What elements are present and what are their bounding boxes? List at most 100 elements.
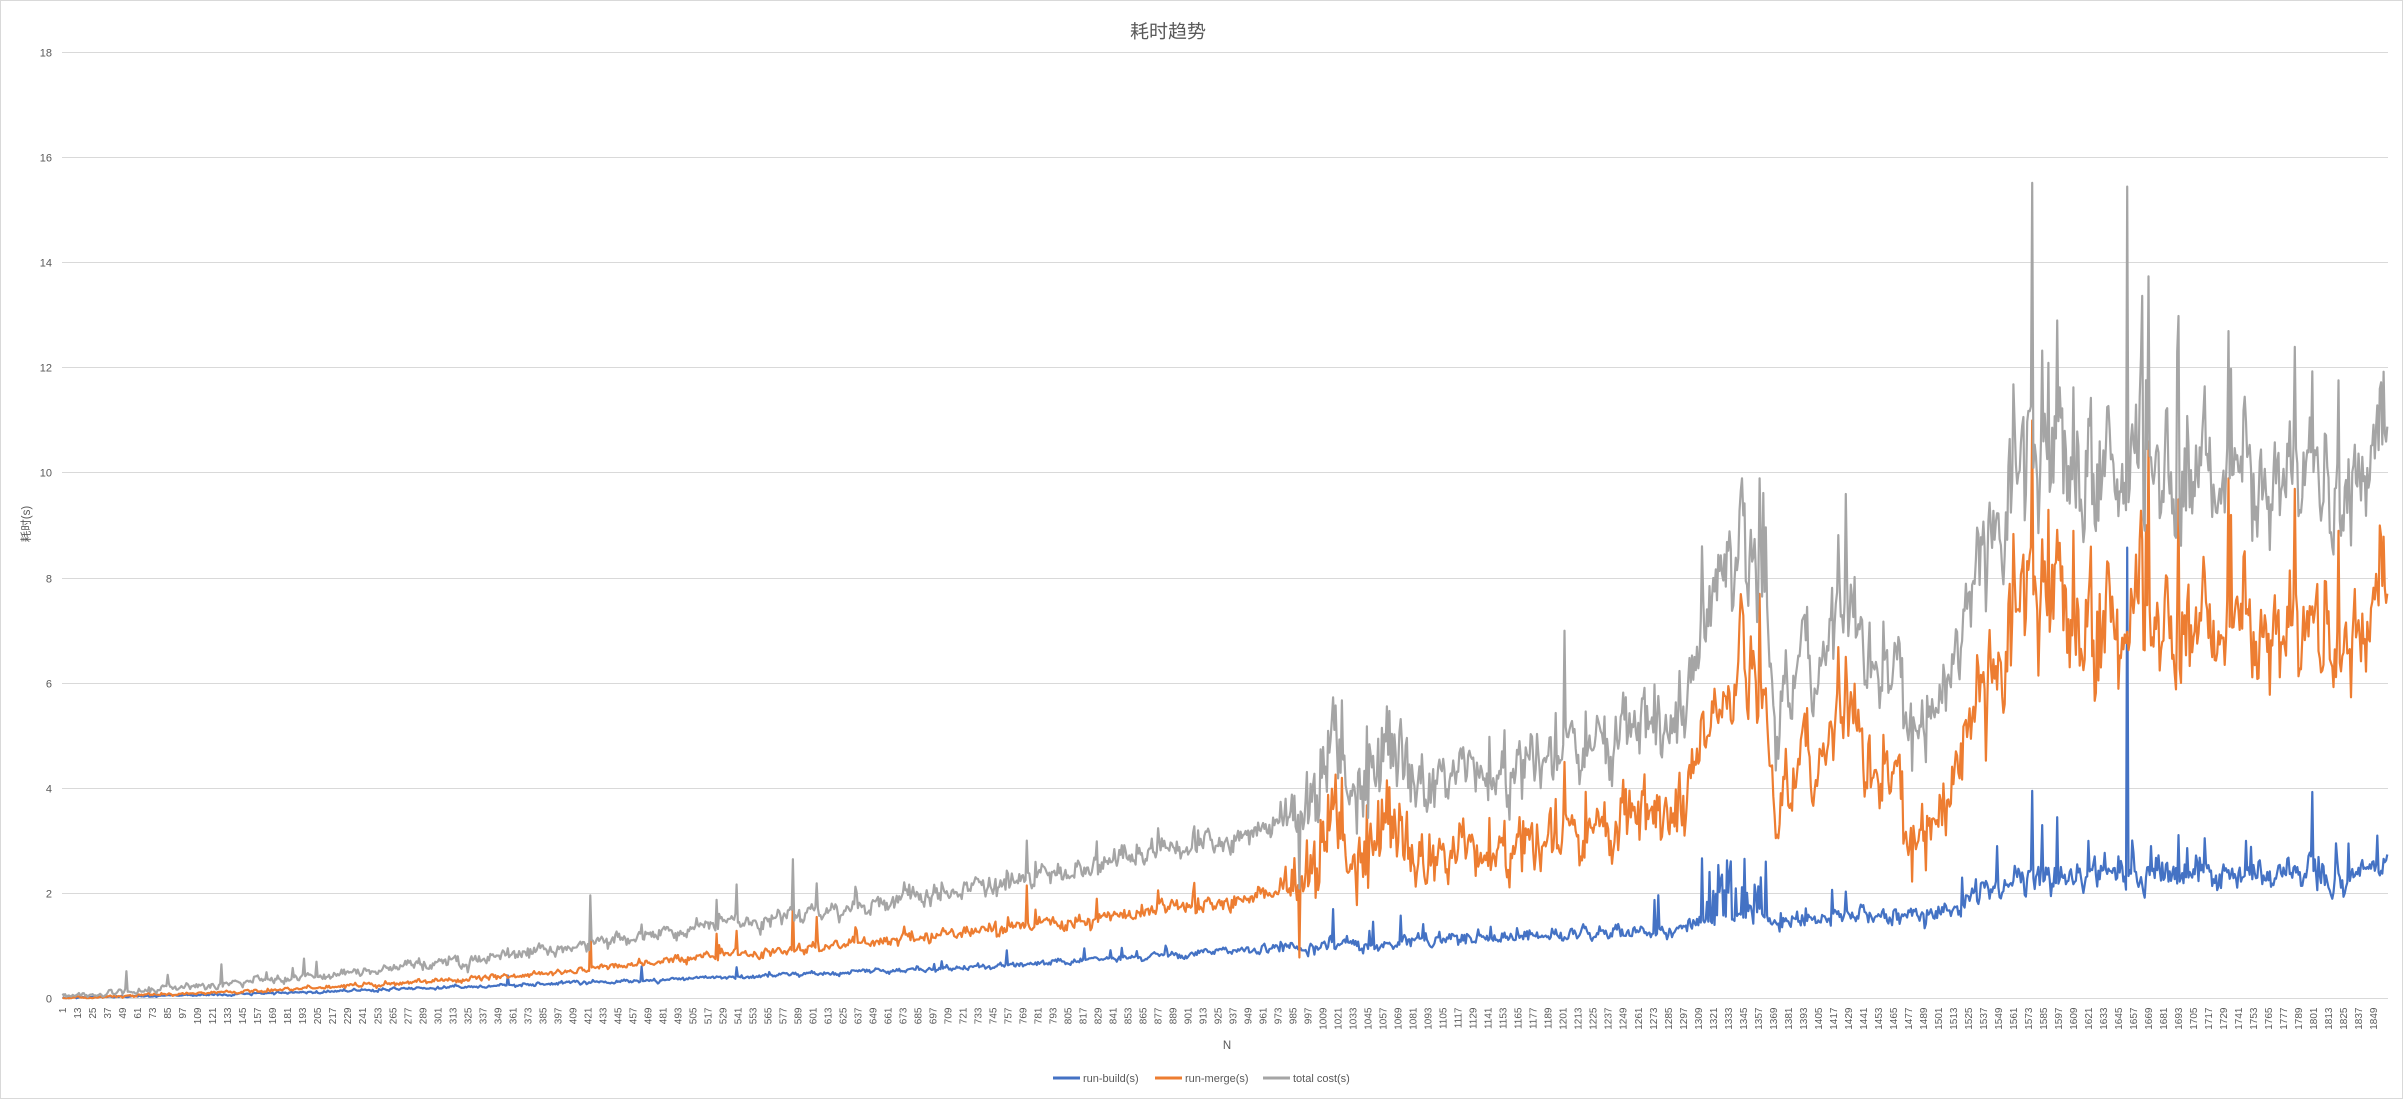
svg-text:1105: 1105 — [1439, 1007, 1450, 1029]
svg-text:349: 349 — [493, 1007, 504, 1024]
svg-text:1573: 1573 — [2024, 1007, 2035, 1030]
svg-text:1813: 1813 — [2324, 1007, 2335, 1030]
svg-text:601: 601 — [808, 1007, 819, 1024]
svg-text:14: 14 — [40, 258, 52, 270]
svg-text:697: 697 — [929, 1007, 940, 1024]
svg-text:1093: 1093 — [1424, 1007, 1435, 1030]
svg-text:73: 73 — [148, 1007, 159, 1019]
svg-text:805: 805 — [1064, 1007, 1075, 1024]
svg-text:(s): (s) — [21, 506, 33, 520]
svg-text:1777: 1777 — [2279, 1007, 2290, 1030]
svg-text:109: 109 — [193, 1007, 204, 1024]
svg-text:10: 10 — [40, 468, 52, 480]
svg-text:16: 16 — [40, 153, 52, 165]
svg-text:1225: 1225 — [1589, 1007, 1600, 1030]
svg-text:721: 721 — [959, 1007, 970, 1024]
svg-text:1633: 1633 — [2099, 1007, 2110, 1030]
svg-text:829: 829 — [1094, 1007, 1105, 1024]
svg-text:181: 181 — [283, 1007, 294, 1024]
svg-text:625: 625 — [838, 1007, 849, 1024]
svg-text:841: 841 — [1109, 1007, 1120, 1024]
svg-text:553: 553 — [748, 1007, 759, 1024]
svg-text:637: 637 — [853, 1007, 864, 1024]
svg-text:1513: 1513 — [1949, 1007, 1960, 1030]
svg-text:769: 769 — [1019, 1007, 1030, 1024]
svg-text:2: 2 — [46, 889, 52, 901]
svg-text:481: 481 — [658, 1007, 669, 1024]
svg-text:1717: 1717 — [2204, 1007, 2215, 1030]
svg-text:193: 193 — [298, 1007, 309, 1024]
svg-text:757: 757 — [1004, 1007, 1015, 1024]
svg-text:97: 97 — [178, 1007, 189, 1019]
svg-text:973: 973 — [1274, 1007, 1285, 1024]
svg-text:1285: 1285 — [1664, 1007, 1675, 1030]
svg-text:13: 13 — [73, 1007, 84, 1019]
svg-text:745: 745 — [989, 1007, 1000, 1024]
svg-text:1765: 1765 — [2264, 1007, 2275, 1030]
svg-text:121: 121 — [208, 1007, 219, 1024]
svg-text:1129: 1129 — [1469, 1007, 1480, 1029]
svg-text:1693: 1693 — [2174, 1007, 2185, 1030]
svg-text:1585: 1585 — [2039, 1007, 2050, 1030]
svg-text:1801: 1801 — [2309, 1007, 2320, 1030]
svg-text:985: 985 — [1289, 1007, 1300, 1024]
svg-text:1009: 1009 — [1319, 1007, 1330, 1030]
svg-text:1: 1 — [58, 1007, 69, 1013]
svg-text:133: 133 — [223, 1007, 234, 1024]
svg-text:1369: 1369 — [1769, 1007, 1780, 1030]
svg-text:61: 61 — [133, 1007, 144, 1019]
svg-text:217: 217 — [328, 1007, 339, 1024]
svg-text:1453: 1453 — [1874, 1007, 1885, 1030]
svg-text:493: 493 — [673, 1007, 684, 1024]
svg-text:1393: 1393 — [1799, 1007, 1810, 1030]
svg-text:889: 889 — [1169, 1007, 1180, 1024]
svg-text:1645: 1645 — [2114, 1007, 2125, 1030]
svg-text:937: 937 — [1229, 1007, 1240, 1024]
svg-text:1741: 1741 — [2234, 1007, 2245, 1030]
svg-text:649: 649 — [868, 1007, 879, 1024]
svg-text:901: 901 — [1184, 1007, 1195, 1024]
svg-text:1069: 1069 — [1394, 1007, 1405, 1030]
svg-text:157: 157 — [253, 1007, 264, 1024]
svg-text:949: 949 — [1244, 1007, 1255, 1024]
svg-text:1525: 1525 — [1964, 1007, 1975, 1030]
svg-text:313: 313 — [448, 1007, 459, 1024]
svg-text:1537: 1537 — [1979, 1007, 1990, 1030]
svg-text:1789: 1789 — [2294, 1007, 2305, 1030]
svg-text:421: 421 — [583, 1007, 594, 1024]
svg-text:529: 529 — [718, 1007, 729, 1024]
svg-text:1165: 1165 — [1514, 1007, 1525, 1029]
svg-text:253: 253 — [373, 1007, 384, 1024]
svg-text:1417: 1417 — [1829, 1007, 1840, 1030]
svg-text:1477: 1477 — [1904, 1007, 1915, 1030]
svg-text:8: 8 — [46, 574, 52, 586]
svg-text:1141: 1141 — [1484, 1007, 1495, 1029]
svg-text:1357: 1357 — [1754, 1007, 1765, 1030]
svg-text:469: 469 — [643, 1007, 654, 1024]
svg-text:613: 613 — [823, 1007, 834, 1024]
svg-text:913: 913 — [1199, 1007, 1210, 1024]
svg-text:997: 997 — [1304, 1007, 1315, 1024]
svg-text:run-merge(s): run-merge(s) — [1185, 1073, 1249, 1085]
svg-text:1441: 1441 — [1859, 1007, 1870, 1030]
svg-text:1309: 1309 — [1694, 1007, 1705, 1030]
svg-text:661: 661 — [884, 1007, 895, 1024]
svg-text:145: 145 — [238, 1007, 249, 1024]
svg-text:1057: 1057 — [1379, 1007, 1390, 1030]
svg-text:1321: 1321 — [1709, 1007, 1720, 1030]
svg-text:517: 517 — [703, 1007, 714, 1024]
svg-text:37: 37 — [103, 1007, 114, 1019]
svg-text:1729: 1729 — [2219, 1007, 2230, 1030]
svg-text:1081: 1081 — [1409, 1007, 1420, 1030]
svg-text:18: 18 — [40, 48, 52, 60]
svg-text:457: 457 — [628, 1007, 639, 1024]
svg-text:685: 685 — [914, 1007, 925, 1024]
svg-text:1249: 1249 — [1619, 1007, 1630, 1030]
svg-text:1669: 1669 — [2144, 1007, 2155, 1030]
svg-text:1597: 1597 — [2054, 1007, 2065, 1030]
svg-text:1201: 1201 — [1559, 1007, 1570, 1030]
svg-text:1297: 1297 — [1679, 1007, 1690, 1030]
svg-text:1045: 1045 — [1364, 1007, 1375, 1030]
svg-text:445: 445 — [613, 1007, 624, 1024]
svg-text:373: 373 — [523, 1007, 534, 1024]
